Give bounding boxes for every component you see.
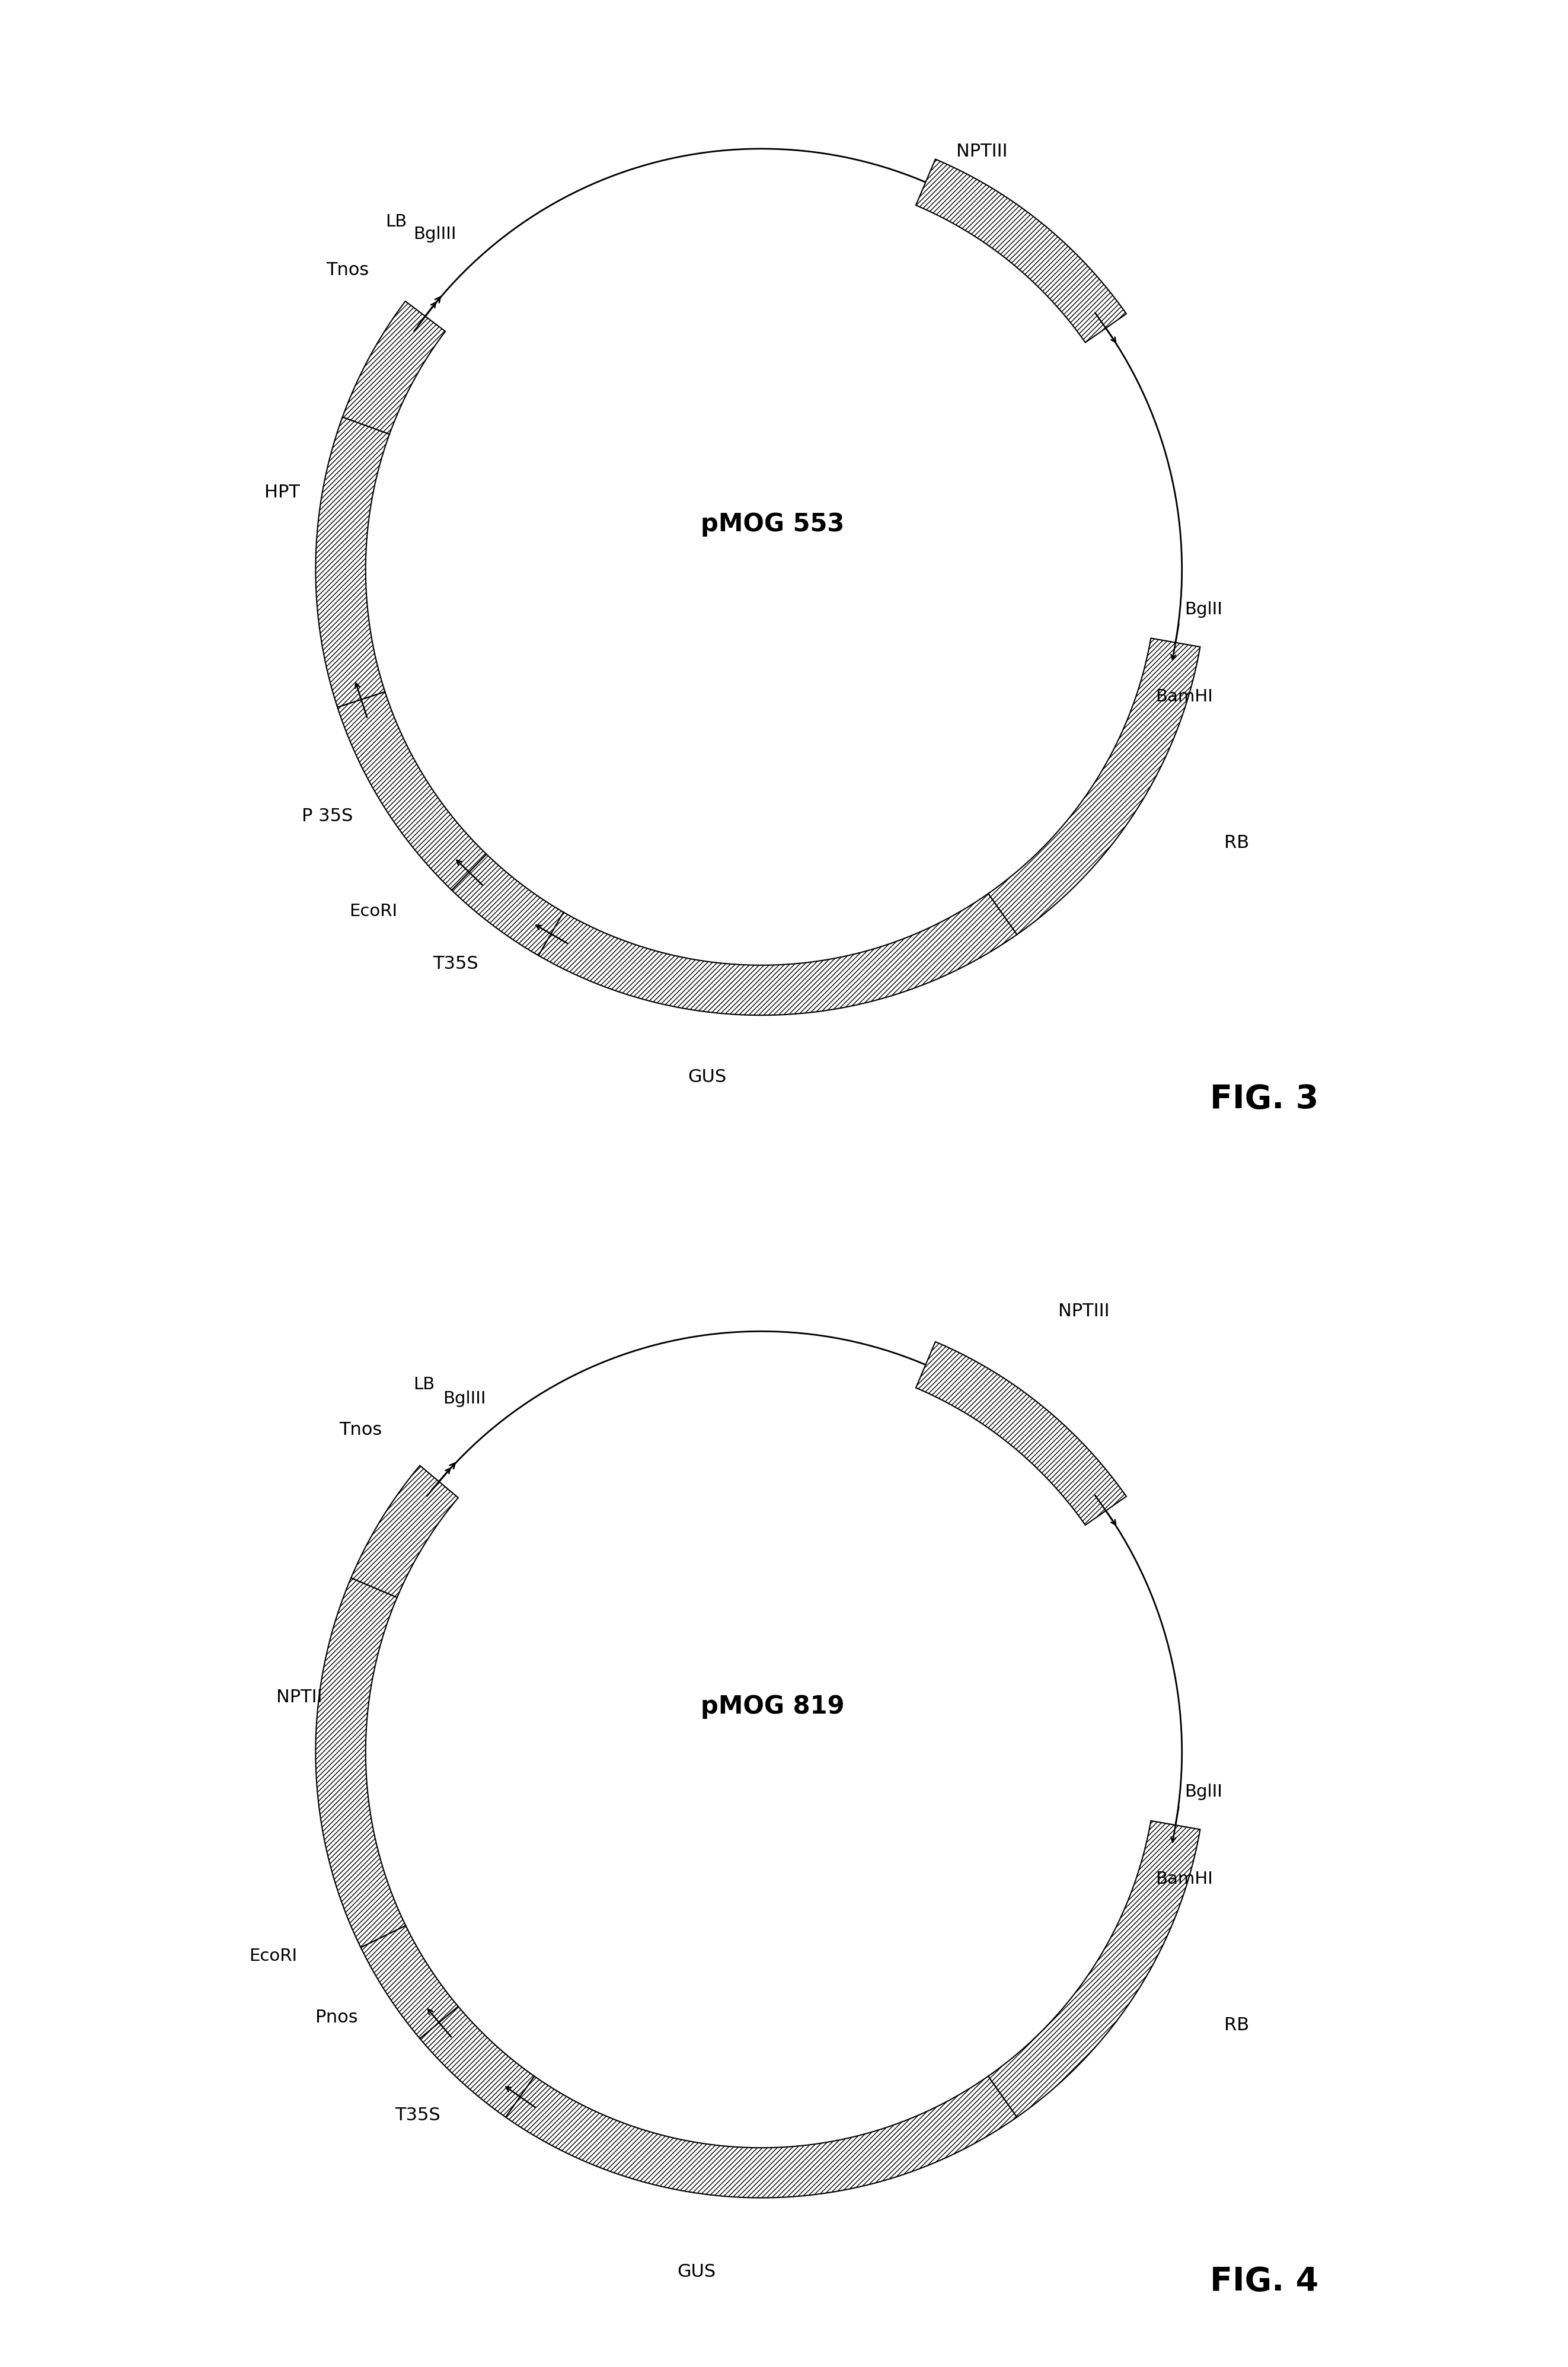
Polygon shape [988,1820,1200,2116]
Text: BglII: BglII [1184,601,1221,618]
Text: BamHI: BamHI [1156,689,1214,705]
Polygon shape [315,417,389,708]
Text: T35S: T35S [433,956,478,973]
Text: P 35S: P 35S [301,807,353,824]
Polygon shape [916,159,1126,343]
Text: LB: LB [386,213,408,230]
Text: NPTIII: NPTIII [1058,1302,1110,1321]
Text: pMOG 819: pMOG 819 [701,1695,845,1718]
Text: pMOG 553: pMOG 553 [701,511,845,537]
Polygon shape [342,301,445,433]
Polygon shape [452,854,563,956]
Polygon shape [505,2076,1018,2199]
Text: GUS: GUS [677,2263,715,2279]
Text: BglII: BglII [1184,1785,1221,1801]
Polygon shape [361,1924,458,2038]
Text: Pnos: Pnos [315,2010,358,2026]
Text: BglIII: BglIII [442,1389,486,1406]
Text: EcoRI: EcoRI [249,1948,296,1965]
Text: EcoRI: EcoRI [350,904,397,921]
Polygon shape [351,1465,458,1598]
Polygon shape [337,691,486,890]
Text: T35S: T35S [395,2107,441,2123]
Text: HPT: HPT [265,483,299,502]
Polygon shape [916,1342,1126,1524]
Polygon shape [538,895,1018,1015]
Text: NPTII: NPTII [276,1688,321,1707]
Text: FIG. 3: FIG. 3 [1209,1084,1319,1115]
Text: Tnos: Tnos [339,1420,383,1439]
Text: BglIII: BglIII [414,227,456,244]
Text: FIG. 4: FIG. 4 [1210,2265,1319,2298]
Text: NPTIII: NPTIII [956,142,1007,161]
Polygon shape [315,1579,406,1948]
Polygon shape [988,639,1200,935]
Text: RB: RB [1225,2017,1250,2033]
Text: GUS: GUS [688,1068,726,1086]
Text: Tnos: Tnos [326,260,368,279]
Text: BamHI: BamHI [1156,1870,1214,1886]
Text: RB: RB [1225,833,1250,852]
Polygon shape [420,2007,535,2116]
Text: LB: LB [414,1375,434,1392]
